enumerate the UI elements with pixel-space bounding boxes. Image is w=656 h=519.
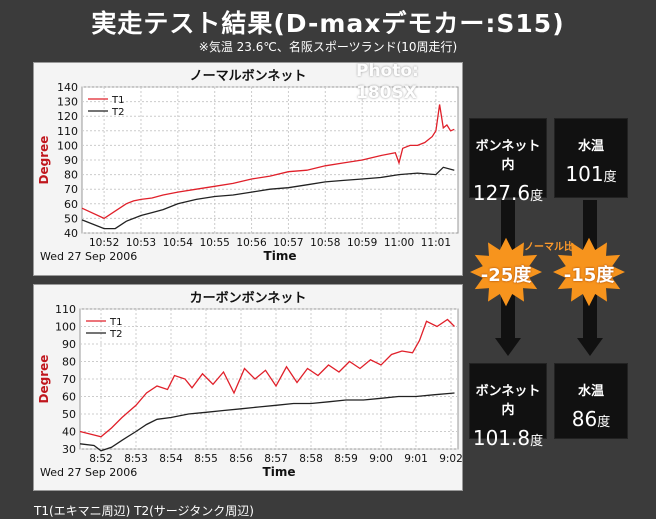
legend-label-t2: T2 — [111, 107, 124, 118]
page-subtitle: ※気温 23.6℃、名阪スポーツランド(10周走行) — [198, 40, 458, 54]
y-axis-label: Degree — [37, 136, 51, 185]
diff-bonnet: -25度 — [480, 265, 532, 286]
y-tick-label: 40 — [64, 227, 78, 240]
x-tick-label: 9:00 — [369, 453, 393, 465]
legend-label-t1: T1 — [109, 317, 122, 328]
x-tick-label: 8:52 — [89, 453, 113, 465]
footnote: T1(エキマニ周辺) T2(サージタンク周辺) — [34, 504, 254, 518]
carbon-bonnet-box: ボンネット内 101.8度 — [469, 363, 547, 450]
arrow-bonnet-head — [495, 338, 521, 356]
y-tick-label: 70 — [62, 373, 76, 386]
series-line-t1 — [81, 104, 455, 220]
normal-bonnet-unit: 度 — [530, 189, 544, 204]
carbon-bonnet-label: ボンネット内 — [475, 384, 541, 418]
x-tick-label: 10:57 — [273, 237, 303, 249]
y-tick-label: 100 — [57, 139, 78, 152]
y-tick-label: 110 — [55, 303, 76, 316]
y-tick-label: 80 — [62, 356, 76, 369]
carbon-water-label: 水温 — [577, 384, 604, 399]
watermark-line-1: Photo: — [356, 61, 419, 81]
x-tick-label: 9:01 — [404, 453, 428, 465]
normal-water-box: 水温 101度 — [554, 118, 628, 198]
x-tick-label: 10:59 — [347, 237, 377, 249]
ratio-label: ノーマル比 — [524, 242, 574, 253]
x-tick-label: 10:52 — [89, 237, 119, 249]
carbon-bonnet-unit: 度 — [530, 434, 544, 449]
y-tick-label: 120 — [57, 110, 78, 123]
x-tick-label: 8:54 — [159, 453, 183, 465]
x-tick-label: 8:55 — [194, 453, 218, 465]
x-tick-label: 9:02 — [439, 453, 462, 465]
x-tick-label: 11:01 — [421, 237, 451, 249]
normal-water-value: 101 — [565, 162, 604, 186]
chart-date: Wed 27 Sep 2006 — [40, 250, 137, 263]
x-tick-label: 10:53 — [126, 237, 156, 249]
y-tick-label: 50 — [64, 212, 78, 225]
legend-label-t2: T2 — [109, 329, 122, 340]
carbon-bonnet-value: 101.8 — [472, 426, 531, 450]
chart-carbon-bonnet: カーボンボンネット 30 40 50 60 70 80 90 100 110 8:52 8:53 8:5… — [37, 290, 462, 479]
x-tick-label: 11:00 — [384, 237, 414, 249]
chart-panel-normal: ノーマルボンネット 40 50 60 70 80 90 100 110 120 130 140 10:5… — [33, 62, 463, 276]
arrow-water-head — [577, 338, 603, 356]
normal-water-label: 水温 — [577, 139, 604, 154]
x-tick-label: 10:56 — [236, 237, 267, 249]
x-tick-label: 8:57 — [264, 453, 288, 465]
y-tick-label: 90 — [64, 154, 78, 167]
watermark-line-2: 180SX — [356, 83, 417, 103]
y-tick-label: 50 — [62, 408, 76, 421]
x-tick-label: 8:53 — [124, 453, 148, 465]
x-tick-label: 8:58 — [299, 453, 323, 465]
chart-title: カーボンボンネット — [190, 290, 307, 306]
x-tick-label: 8:56 — [229, 453, 253, 465]
normal-bonnet-label: ボンネット内 — [475, 139, 541, 173]
carbon-water-value: 86 — [571, 407, 598, 431]
chart-date: Wed 27 Sep 2006 — [40, 466, 137, 479]
carbon-water-unit: 度 — [597, 415, 611, 430]
series-line-t2 — [81, 166, 455, 230]
series-line-t1 — [79, 318, 455, 438]
y-tick-label: 80 — [64, 169, 78, 182]
x-tick-label: 10:54 — [163, 237, 194, 249]
x-tick-label: 10:55 — [200, 237, 230, 249]
diff-water: -15度 — [563, 265, 615, 286]
chart-panel-carbon: カーボンボンネット 30 40 50 60 70 80 90 100 110 8:52 8:53 8:5… — [33, 284, 463, 491]
y-axis-label: Degree — [37, 355, 51, 404]
series-line-t2 — [79, 392, 455, 452]
y-tick-label: 90 — [62, 338, 76, 351]
normal-water-unit: 度 — [603, 170, 617, 185]
chart-title: ノーマルボンネット — [190, 68, 307, 84]
x-axis-label: Time — [264, 249, 297, 263]
y-tick-label: 40 — [62, 426, 76, 439]
burst-water — [553, 237, 625, 307]
x-tick-label: 8:59 — [334, 453, 358, 465]
burst-bonnet — [470, 237, 542, 307]
photo-watermark: Photo: 180SX — [356, 60, 419, 104]
y-tick-label: 140 — [57, 81, 78, 94]
x-tick-label: 10:58 — [310, 237, 340, 249]
x-axis-label: Time — [263, 465, 296, 479]
legend-label-t1: T1 — [111, 95, 124, 106]
normal-bonnet-box: ボンネット内 127.6度 — [469, 118, 547, 205]
y-tick-label: 30 — [62, 443, 76, 456]
y-tick-label: 70 — [64, 183, 78, 196]
y-tick-label: 130 — [57, 96, 78, 109]
y-tick-label: 100 — [55, 321, 76, 334]
carbon-water-box: 水温 86度 — [554, 363, 628, 439]
page-title: 実走テスト結果(D-maxデモカー:S15) — [91, 9, 565, 38]
y-tick-label: 110 — [57, 125, 78, 138]
y-tick-label: 60 — [62, 391, 76, 404]
y-tick-label: 60 — [64, 198, 78, 211]
